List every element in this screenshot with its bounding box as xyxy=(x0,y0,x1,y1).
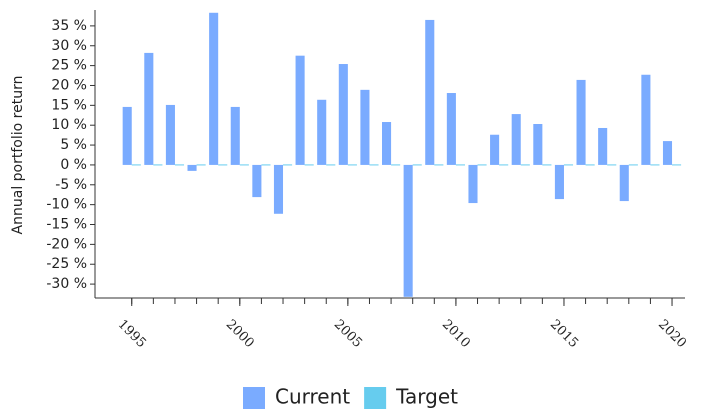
legend-swatch xyxy=(364,387,387,409)
bar xyxy=(455,164,465,166)
bar xyxy=(261,164,271,166)
bar xyxy=(382,122,392,165)
y-tick-label: 20 % xyxy=(51,77,87,93)
y-tick-label: -20 % xyxy=(46,236,87,252)
y-tick-label: 30 % xyxy=(51,38,87,54)
x-tick-label: 2005 xyxy=(331,317,365,351)
y-tick-label: -10 % xyxy=(46,197,87,213)
y-tick-label: 0 % xyxy=(60,157,87,173)
bar xyxy=(598,127,608,165)
bar xyxy=(369,164,379,166)
y-tick-label: 25 % xyxy=(51,58,87,74)
y-tick-label: -25 % xyxy=(46,256,87,272)
bar xyxy=(425,19,435,165)
bar xyxy=(360,89,370,165)
y-tick-label: 5 % xyxy=(60,137,87,153)
bar xyxy=(153,164,163,166)
bar xyxy=(576,79,586,165)
bar xyxy=(650,164,660,166)
bar xyxy=(347,164,357,166)
bar xyxy=(628,164,638,166)
y-tick-label: -5 % xyxy=(55,177,87,193)
bar xyxy=(499,164,509,166)
bar xyxy=(554,164,564,200)
y-tick-label: 10 % xyxy=(51,117,87,133)
bar xyxy=(174,164,185,166)
y-axis-label: Annual portfolio return xyxy=(10,76,26,235)
bar xyxy=(468,164,478,204)
bar xyxy=(662,141,673,165)
bar xyxy=(131,164,141,166)
bar xyxy=(295,55,305,165)
bar xyxy=(283,164,293,166)
bar xyxy=(446,93,456,165)
legend-label: Current xyxy=(275,385,350,409)
x-tick-label: 2000 xyxy=(223,317,257,351)
bar xyxy=(490,134,500,165)
bar xyxy=(304,164,314,166)
bar xyxy=(144,52,154,165)
bar xyxy=(403,164,413,297)
bar xyxy=(607,164,617,166)
x-tick-label: 2020 xyxy=(655,317,689,351)
bar xyxy=(239,164,249,166)
bar xyxy=(209,12,219,165)
bar xyxy=(641,74,651,165)
bar xyxy=(187,164,197,171)
bar xyxy=(585,164,595,166)
bar xyxy=(563,164,574,166)
y-tick-label: -15 % xyxy=(46,217,87,233)
x-tick-label: 2015 xyxy=(547,317,581,351)
bar xyxy=(412,164,422,166)
x-tick-label: 1995 xyxy=(115,317,149,351)
bar xyxy=(533,124,543,165)
bar xyxy=(165,104,175,165)
x-tick-label: 2010 xyxy=(439,317,473,351)
y-tick-label: -30 % xyxy=(46,276,87,292)
bar xyxy=(434,164,444,166)
bar xyxy=(391,164,401,166)
bar xyxy=(542,164,552,166)
bar xyxy=(196,164,206,166)
bar xyxy=(338,64,348,165)
bar xyxy=(511,114,521,165)
bar xyxy=(218,164,228,166)
bar xyxy=(672,164,682,166)
bar xyxy=(520,164,530,166)
bar xyxy=(326,164,336,166)
bar xyxy=(619,164,629,202)
bar xyxy=(122,106,132,165)
legend-label: Target xyxy=(395,385,458,409)
bar xyxy=(317,99,327,165)
legend-swatch xyxy=(243,387,265,409)
bar xyxy=(230,106,240,165)
bar xyxy=(477,164,487,166)
y-tick-label: 35 % xyxy=(51,18,87,34)
bar xyxy=(273,164,284,214)
bar xyxy=(252,164,262,198)
y-tick-label: 15 % xyxy=(51,97,87,113)
